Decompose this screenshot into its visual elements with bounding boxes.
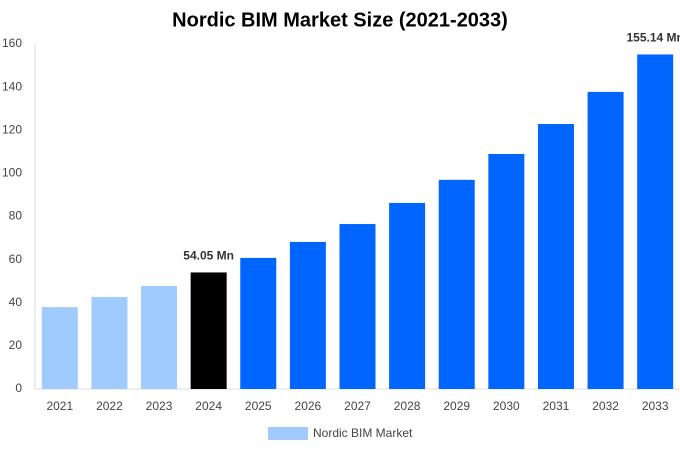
y-tick-label: 40 (9, 295, 23, 309)
bar (41, 307, 78, 389)
bar (637, 54, 674, 390)
x-tick-label: 2025 (245, 399, 272, 413)
bar (488, 153, 525, 389)
y-tick-label: 160 (2, 36, 22, 50)
chart-title: Nordic BIM Market Size (2021-2033) (172, 9, 508, 31)
x-tick-label: 2033 (642, 399, 669, 413)
legend-swatch (268, 427, 308, 440)
bar (91, 296, 128, 389)
x-tick-label: 2021 (46, 399, 73, 413)
bar (141, 285, 178, 389)
x-tick-label: 2027 (344, 399, 371, 413)
x-tick-label: 2031 (543, 399, 570, 413)
x-tick-label: 2022 (96, 399, 123, 413)
x-tick-label: 2026 (295, 399, 322, 413)
x-tick-label: 2028 (394, 399, 421, 413)
y-tick-label: 0 (15, 381, 22, 395)
bar (537, 123, 574, 389)
x-tick-label: 2029 (443, 399, 470, 413)
bar (438, 179, 475, 389)
bar (190, 272, 227, 389)
bar (339, 224, 376, 389)
y-tick-label: 60 (9, 252, 23, 266)
bar (289, 241, 326, 389)
bar (240, 257, 277, 389)
x-tick-label: 2024 (195, 399, 222, 413)
legend-label: Nordic BIM Market (313, 426, 413, 440)
value-label: 54.05 Mn (183, 249, 234, 263)
y-tick-label: 20 (9, 338, 23, 352)
value-label: 155.14 Mn (627, 31, 680, 45)
y-tick-label: 100 (2, 166, 22, 180)
bar (389, 202, 426, 389)
y-tick-label: 140 (2, 79, 22, 93)
y-tick-label: 80 (9, 209, 23, 223)
y-tick-label: 120 (2, 122, 22, 136)
x-tick-label: 2030 (493, 399, 520, 413)
x-tick-label: 2023 (146, 399, 173, 413)
x-tick-label: 2032 (592, 399, 619, 413)
bar (587, 91, 624, 390)
